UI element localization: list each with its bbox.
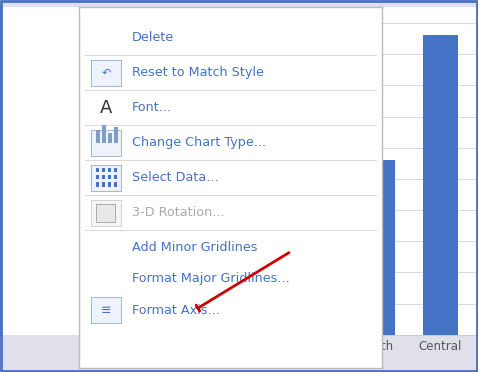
Bar <box>96 168 99 172</box>
Bar <box>114 175 118 179</box>
Text: A: A <box>100 99 112 116</box>
Bar <box>108 175 111 179</box>
Bar <box>360 160 395 335</box>
Bar <box>114 168 118 172</box>
Text: Format Major Gridlines...: Format Major Gridlines... <box>132 272 290 285</box>
FancyBboxPatch shape <box>91 297 121 323</box>
FancyBboxPatch shape <box>91 60 121 86</box>
Bar <box>108 182 111 187</box>
Bar <box>114 127 118 143</box>
Bar <box>114 182 118 187</box>
Bar <box>102 168 105 172</box>
Text: ↶: ↶ <box>101 68 111 78</box>
Text: Add Minor Gridlines: Add Minor Gridlines <box>132 241 258 254</box>
Text: 3-D Rotation...: 3-D Rotation... <box>132 206 225 219</box>
Bar <box>108 133 112 143</box>
Text: Font...: Font... <box>132 101 172 114</box>
Text: ≡: ≡ <box>101 304 111 317</box>
FancyBboxPatch shape <box>91 164 121 190</box>
Bar <box>108 168 111 172</box>
Text: Reset to Match Style: Reset to Match Style <box>132 66 264 79</box>
FancyBboxPatch shape <box>91 129 121 155</box>
Text: Change Chart Type...: Change Chart Type... <box>132 136 266 149</box>
Bar <box>96 129 99 143</box>
Bar <box>102 175 105 179</box>
Text: Delete: Delete <box>132 31 174 44</box>
Bar <box>102 125 106 143</box>
Text: Select Data...: Select Data... <box>132 171 218 184</box>
FancyBboxPatch shape <box>91 200 121 225</box>
Bar <box>102 182 105 187</box>
Text: Format Axis...: Format Axis... <box>132 304 220 317</box>
FancyBboxPatch shape <box>96 204 115 222</box>
Bar <box>423 35 457 335</box>
Bar <box>96 175 99 179</box>
Bar <box>298 73 332 335</box>
Bar <box>96 182 99 187</box>
